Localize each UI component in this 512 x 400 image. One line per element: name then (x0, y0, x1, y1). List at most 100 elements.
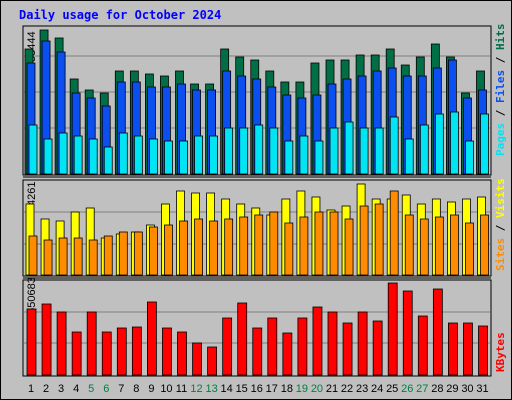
bar-kbytes-day-16 (252, 327, 263, 376)
x-tick-label-day-26: 26 (401, 383, 413, 395)
bar-sites-day-30 (465, 222, 474, 276)
bar-kbytes-day-22 (342, 322, 353, 376)
bar-sites-day-17 (269, 211, 279, 276)
bar-sites-day-22 (344, 218, 354, 276)
bar-kbytes-day-27 (417, 315, 428, 376)
bar-sites-day-2 (43, 239, 53, 276)
bar-sites-day-28 (434, 216, 444, 276)
bars (24, 29, 489, 376)
legend-slash-2: / (494, 50, 507, 70)
bar-kbytes-day-19 (297, 317, 308, 376)
x-tick-label-day-5: 5 (88, 383, 94, 395)
bar-kbytes-day-7 (116, 327, 127, 376)
bar-sites-day-8 (133, 231, 143, 276)
bar-pages-day-1 (28, 124, 38, 175)
bar-pages-day-30 (465, 140, 474, 175)
legend-hits: Hits (494, 24, 507, 51)
bar-sites-day-19 (299, 216, 309, 276)
bar-kbytes-day-20 (312, 306, 323, 376)
x-tick-label-day-16: 16 (251, 383, 263, 395)
x-tick-label-day-28: 28 (431, 383, 443, 395)
bar-sites-day-21 (329, 211, 339, 276)
bar-sites-day-1 (28, 235, 38, 276)
bar-sites-day-18 (284, 222, 294, 276)
bar-pages-day-20 (314, 140, 324, 175)
x-tick-label-day-7: 7 (118, 383, 124, 395)
bar-kbytes-day-30 (463, 322, 473, 376)
x-tick-label-day-13: 13 (205, 383, 217, 395)
x-tick-label-day-22: 22 (341, 383, 353, 395)
hits-panel-side-legend: Pages / Files / Hits (494, 24, 507, 157)
x-tick-label-day-4: 4 (73, 383, 79, 395)
bar-pages-day-2 (43, 138, 53, 175)
hits-panel-frame (22, 25, 492, 176)
x-tick-label-day-27: 27 (416, 383, 428, 395)
x-tick-label-day-20: 20 (311, 383, 323, 395)
bar-sites-day-11 (179, 220, 188, 276)
bar-sites-day-13 (209, 220, 219, 276)
x-tick-label-day-8: 8 (133, 383, 139, 395)
bar-kbytes-day-28 (432, 288, 443, 376)
bar-pages-day-6 (103, 146, 113, 175)
bar-sites-day-29 (449, 214, 459, 276)
bar-kbytes-day-23 (357, 311, 368, 376)
bar-sites-day-16 (254, 214, 264, 276)
visits-panel-side-legend: Sites / Visits (494, 178, 507, 271)
bar-sites-day-4 (73, 237, 83, 276)
bar-pages-day-18 (284, 140, 294, 175)
bar-sites-day-23 (359, 205, 369, 276)
x-tick-label-day-29: 29 (446, 383, 458, 395)
bar-sites-day-7 (118, 231, 128, 276)
bar-kbytes-day-17 (267, 317, 278, 376)
x-tick-label-day-14: 14 (221, 383, 233, 395)
bar-pages-day-9 (148, 138, 158, 175)
bar-kbytes-day-13 (207, 346, 218, 376)
x-tick-label-day-25: 25 (386, 383, 398, 395)
bar-sites-day-27 (419, 218, 429, 276)
bar-sites-day-20 (314, 211, 324, 276)
bar-pages-day-5 (88, 138, 98, 175)
x-tick-label-day-1: 1 (28, 383, 34, 395)
bar-kbytes-day-4 (71, 331, 82, 376)
bar-pages-day-16 (254, 124, 264, 175)
x-tick-label-day-21: 21 (326, 383, 338, 395)
legend-pages: Pages (494, 123, 507, 156)
x-tick-label-day-23: 23 (356, 383, 368, 395)
bar-pages-day-22 (344, 121, 354, 175)
bar-pages-day-11 (179, 140, 188, 175)
x-tick-label-day-3: 3 (58, 383, 64, 395)
x-tick-label-day-12: 12 (190, 383, 202, 395)
bar-sites-day-26 (404, 214, 414, 276)
bar-pages-day-26 (404, 138, 414, 175)
kbytes-panel-frame (22, 279, 492, 377)
bar-sites-day-14 (224, 218, 234, 276)
bar-kbytes-day-24 (372, 320, 383, 376)
bar-sites-day-6 (103, 235, 113, 276)
x-tick-label-day-9: 9 (148, 383, 154, 395)
bar-pages-day-10 (164, 140, 173, 175)
x-tick-label-day-11: 11 (176, 383, 187, 395)
bar-kbytes-day-25 (387, 282, 398, 376)
x-tick-label-day-31: 31 (476, 383, 488, 395)
bar-kbytes-day-8 (131, 326, 142, 376)
bar-pages-day-15 (239, 127, 249, 175)
bar-kbytes-day-26 (402, 290, 413, 376)
bar-sites-day-9 (148, 226, 158, 276)
x-tick-label-day-30: 30 (461, 383, 473, 395)
bar-pages-day-31 (480, 113, 489, 175)
x-tick-label-day-24: 24 (371, 383, 383, 395)
bar-kbytes-day-15 (237, 302, 248, 376)
bar-kbytes-day-29 (447, 322, 458, 376)
bar-sites-day-12 (194, 218, 203, 276)
legend-files: Files (494, 70, 507, 103)
bar-kbytes-day-10 (162, 327, 172, 376)
x-tick-label-day-17: 17 (266, 383, 278, 395)
bar-pages-day-24 (374, 127, 384, 175)
bar-kbytes-day-6 (101, 331, 112, 376)
bar-pages-day-17 (269, 127, 279, 175)
bar-pages-day-29 (449, 111, 459, 175)
visits-panel-frame (22, 179, 492, 277)
bar-kbytes-day-1 (26, 308, 37, 376)
bar-pages-day-21 (329, 127, 339, 175)
